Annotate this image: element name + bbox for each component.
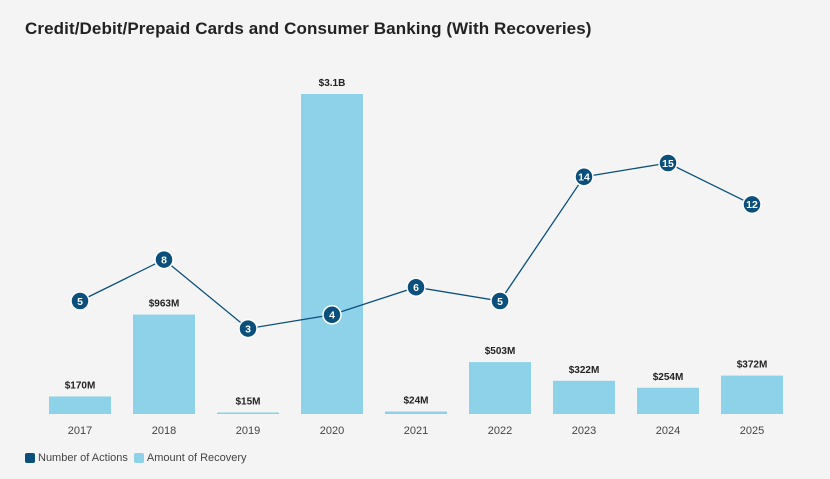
bar-2021 bbox=[385, 411, 447, 414]
bar-2019 bbox=[217, 412, 279, 414]
line-group: 5 8 3 4 6 5 14 15 12 bbox=[70, 153, 762, 339]
line-point-2023 bbox=[574, 167, 594, 187]
legend-swatch-actions bbox=[25, 453, 35, 463]
x-tick-2025: 2025 bbox=[740, 425, 764, 437]
line-point-2022 bbox=[490, 291, 510, 311]
x-tick-2023: 2023 bbox=[572, 425, 596, 437]
line-point-2019 bbox=[238, 318, 258, 339]
bar-2023 bbox=[553, 380, 615, 414]
line-point-2021 bbox=[406, 277, 426, 297]
bar-2020 bbox=[301, 94, 363, 414]
x-tick-2022: 2022 bbox=[488, 425, 512, 437]
line-point-label-2022: 5 bbox=[497, 296, 503, 308]
bar-2017 bbox=[49, 396, 111, 414]
legend-item-recovery: Amount of Recovery bbox=[133, 452, 247, 464]
x-tick-2020: 2020 bbox=[320, 425, 344, 437]
x-tick-2017: 2017 bbox=[68, 425, 92, 437]
bar-label-2024: $254M bbox=[653, 372, 684, 383]
bar-label-2020: $3.1B bbox=[319, 78, 346, 89]
legend-swatch-recovery bbox=[133, 453, 144, 463]
bar-2018 bbox=[133, 314, 195, 414]
bar-label-2019: $15M bbox=[235, 396, 260, 407]
bar-2024 bbox=[637, 387, 699, 414]
line-point-label-2020: 4 bbox=[329, 310, 335, 322]
x-tick-2024: 2024 bbox=[656, 425, 680, 437]
line-point-2024 bbox=[658, 153, 678, 173]
bars-group bbox=[49, 94, 783, 414]
bar-label-2021: $24M bbox=[403, 396, 428, 407]
line-point-label-2021: 6 bbox=[413, 282, 419, 294]
line-point-label-2017: 5 bbox=[77, 296, 83, 308]
line-point-2018 bbox=[154, 249, 174, 270]
line-point-label-2019: 3 bbox=[245, 323, 251, 335]
legend-item-actions: Number of Actions bbox=[25, 452, 128, 464]
legend-label-recovery: Amount of Recovery bbox=[146, 452, 247, 464]
legend: Number of Actions Amount of Recovery bbox=[25, 452, 253, 464]
x-ticks-group: 2017 2018 2019 2020 2021 2022 2023 2024 2025 bbox=[68, 425, 764, 437]
bar-label-2018: $963M bbox=[149, 299, 180, 310]
bar-label-2017: $170M bbox=[65, 380, 96, 391]
line-point-2017 bbox=[70, 291, 90, 311]
legend-label-actions: Number of Actions bbox=[38, 452, 128, 464]
x-tick-2019: 2019 bbox=[236, 425, 260, 437]
chart-title: Credit/Debit/Prepaid Cards and Consumer … bbox=[25, 19, 592, 38]
line-point-label-2024: 15 bbox=[662, 158, 674, 170]
line-point-label-2025: 12 bbox=[746, 199, 758, 211]
x-tick-2021: 2021 bbox=[404, 425, 428, 437]
bar-label-2025: $372M bbox=[737, 360, 768, 371]
line-point-label-2018: 8 bbox=[161, 254, 167, 266]
bar-label-2022: $503M bbox=[485, 346, 516, 357]
x-tick-2018: 2018 bbox=[152, 425, 176, 437]
line-point-label-2023: 14 bbox=[578, 172, 590, 184]
bar-labels-group: $170M $963M $15M $3.1B $24M $503M $322M $254M $3… bbox=[65, 78, 768, 407]
bar-2022 bbox=[469, 362, 531, 414]
bar-2025 bbox=[721, 375, 783, 414]
line-point-2020 bbox=[322, 305, 342, 325]
line-point-2025 bbox=[742, 194, 762, 215]
bar-label-2023: $322M bbox=[569, 365, 600, 376]
actions-line bbox=[79, 162, 753, 330]
